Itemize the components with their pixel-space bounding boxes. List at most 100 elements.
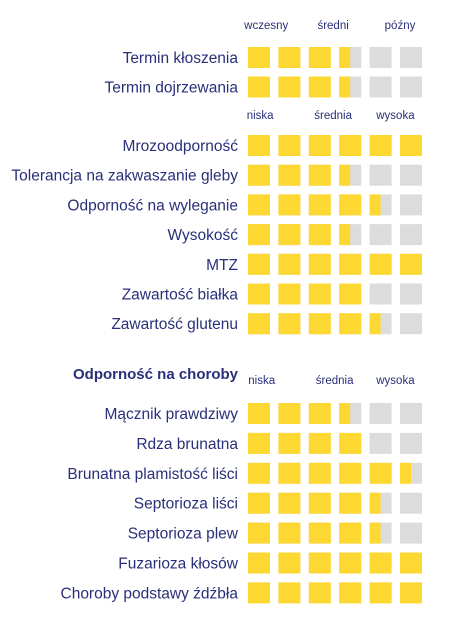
rating-square-empty bbox=[369, 47, 392, 68]
rating-square-fill bbox=[400, 253, 422, 275]
scale-label: wysoka bbox=[375, 110, 415, 122]
rating-square-fill bbox=[400, 582, 422, 604]
rating-square-fill bbox=[278, 47, 301, 68]
rating-square-fill bbox=[308, 522, 331, 544]
row-label: Brunatna plamistość liści bbox=[67, 466, 238, 483]
rating-square-empty bbox=[369, 76, 392, 98]
rating-square-fill bbox=[278, 403, 301, 424]
rating-square-fill bbox=[339, 492, 362, 514]
rating-square-fill bbox=[278, 135, 301, 156]
rating-square-fill bbox=[339, 313, 362, 335]
rating-square-fill bbox=[308, 403, 331, 424]
scale-label: średnia bbox=[314, 110, 352, 122]
rating-square-fill bbox=[278, 492, 301, 514]
rating-group: niska średnia wysoka Mrozoodporność Toleranc… bbox=[11, 110, 422, 335]
rating-square-fill bbox=[339, 76, 351, 98]
rating-square-fill bbox=[248, 522, 270, 544]
rating-square-fill bbox=[248, 283, 270, 305]
row-label: Septorioza liści bbox=[134, 496, 238, 513]
rating-square-fill bbox=[308, 552, 331, 574]
rating-square-empty bbox=[400, 403, 422, 424]
rating-square-fill bbox=[248, 135, 270, 156]
rating-square-empty bbox=[400, 313, 422, 335]
rating-square-fill bbox=[248, 76, 270, 98]
rating-square-fill bbox=[308, 47, 331, 68]
rating-square-empty bbox=[369, 164, 392, 186]
rating-square-empty bbox=[369, 432, 392, 454]
rating-square-empty bbox=[369, 403, 392, 424]
row-label: Wysokość bbox=[168, 227, 239, 244]
group-heading: Odporność na choroby bbox=[73, 366, 239, 383]
rating-square-fill bbox=[369, 462, 392, 484]
row-label: Zawartość glutenu bbox=[111, 316, 238, 333]
rating-square-fill bbox=[339, 164, 351, 186]
row-label: Termin dojrzewania bbox=[104, 80, 238, 97]
rating-square-fill bbox=[339, 135, 362, 156]
row-label: Choroby podstawy źdźbła bbox=[61, 585, 239, 602]
rating-square-fill bbox=[339, 224, 351, 246]
rating-square-fill bbox=[339, 253, 362, 275]
row-label: MTZ bbox=[206, 257, 238, 274]
rating-square-fill bbox=[339, 552, 362, 574]
rating-square-fill bbox=[339, 432, 362, 454]
rating-square-fill bbox=[278, 432, 301, 454]
rating-square-fill bbox=[248, 164, 270, 186]
row-label: Odporność na wyleganie bbox=[67, 197, 238, 214]
rating-square-fill bbox=[369, 194, 381, 216]
rating-square-fill bbox=[248, 432, 270, 454]
scale-label: późny bbox=[385, 20, 416, 32]
rating-square-fill bbox=[278, 283, 301, 305]
scale-label: niska bbox=[247, 110, 274, 122]
rating-square-fill bbox=[369, 253, 392, 275]
rating-square-fill bbox=[339, 403, 351, 424]
rating-square-fill bbox=[369, 522, 381, 544]
rating-square-fill bbox=[248, 313, 270, 335]
rating-square-empty bbox=[400, 164, 422, 186]
rating-square-empty bbox=[400, 47, 422, 68]
rating-square-fill bbox=[400, 462, 411, 484]
rating-square-empty bbox=[369, 224, 392, 246]
rating-square-fill bbox=[339, 47, 351, 68]
rating-square-fill bbox=[248, 403, 270, 424]
rating-square-empty bbox=[400, 283, 422, 305]
rating-square-empty bbox=[400, 224, 422, 246]
row-label: Tolerancja na zakwaszanie gleby bbox=[11, 168, 238, 185]
row-label: Mącznik prawdziwy bbox=[104, 406, 238, 423]
rating-square-fill bbox=[308, 582, 331, 604]
rating-square-fill bbox=[339, 283, 362, 305]
rating-square-fill bbox=[308, 492, 331, 514]
rating-square-empty bbox=[400, 492, 422, 514]
rating-square-fill bbox=[248, 253, 270, 275]
rating-square-fill bbox=[248, 552, 270, 574]
rating-square-fill bbox=[369, 492, 381, 514]
rating-square-fill bbox=[278, 224, 301, 246]
row-label: Zawartość białka bbox=[122, 287, 239, 304]
rating-square-fill bbox=[308, 283, 331, 305]
rating-square-fill bbox=[248, 582, 270, 604]
rating-square-fill bbox=[278, 552, 301, 574]
rating-square-empty bbox=[400, 76, 422, 98]
scale-label: wysoka bbox=[375, 375, 415, 387]
rating-square-fill bbox=[369, 313, 381, 335]
rating-square-fill bbox=[278, 253, 301, 275]
scale-label: średnia bbox=[316, 375, 354, 387]
rating-square-empty bbox=[400, 194, 422, 216]
rating-square-fill bbox=[248, 194, 270, 216]
rating-square-empty bbox=[400, 522, 422, 544]
rating-square-fill bbox=[248, 224, 270, 246]
rating-square-fill bbox=[339, 194, 362, 216]
rating-square-fill bbox=[278, 164, 301, 186]
rating-square-fill bbox=[278, 313, 301, 335]
row-label: Fuzarioza kłosów bbox=[118, 556, 239, 573]
rating-square-fill bbox=[308, 462, 331, 484]
rating-square-fill bbox=[339, 462, 362, 484]
rating-square-fill bbox=[308, 76, 331, 98]
rating-square-fill bbox=[308, 164, 331, 186]
scale-label: średni bbox=[317, 20, 348, 32]
rating-square-fill bbox=[339, 582, 362, 604]
row-label: Septorioza plew bbox=[128, 526, 239, 543]
row-label: Rdza brunatna bbox=[136, 436, 238, 453]
rating-group: Odporność na choroby niska średnia wysoka Mą… bbox=[61, 366, 422, 604]
row-label: Termin kłoszenia bbox=[123, 50, 239, 67]
